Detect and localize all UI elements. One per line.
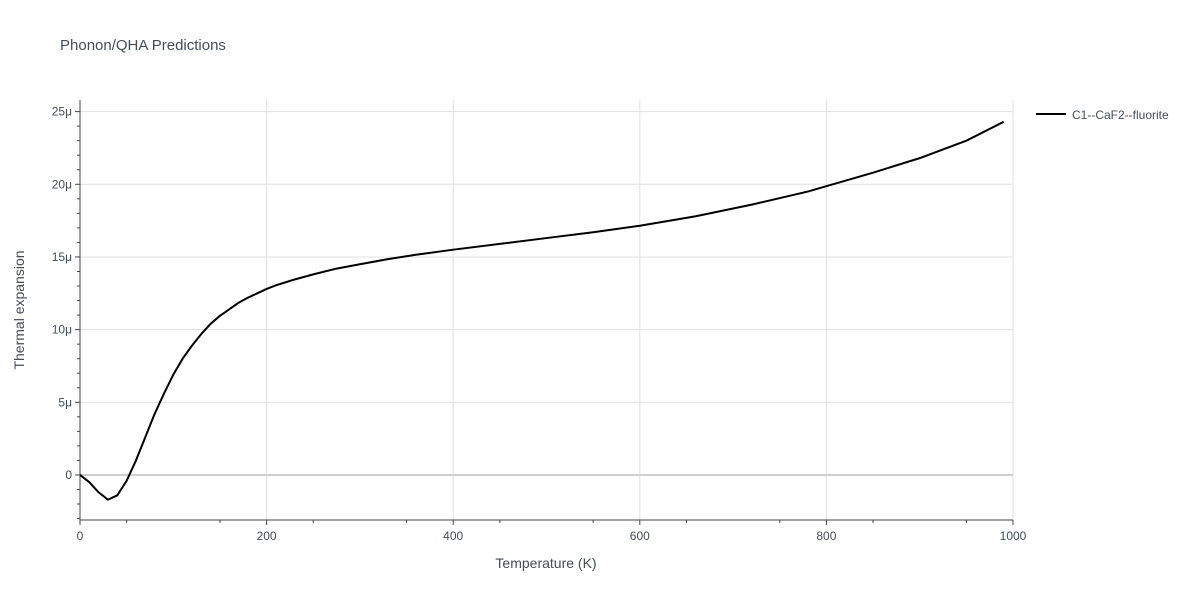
y-tick-label: 20μ [52,177,72,191]
x-tick-label: 200 [257,529,277,543]
y-tick-label: 15μ [52,250,72,264]
y-tick-label: 0 [65,468,72,482]
chart-title: Phonon/QHA Predictions [60,37,226,54]
x-tick-label: 600 [630,529,650,543]
x-tick-label: 1000 [1000,529,1027,543]
x-tick-label: 400 [443,529,463,543]
y-axis-title: Thermal expansion [11,250,27,369]
legend-label: C1--CaF2--fluorite [1072,108,1169,122]
y-tick-label: 5μ [58,395,72,409]
x-axis-title: Temperature (K) [495,555,596,571]
y-tick-label: 10μ [52,323,72,337]
y-tick-label: 25μ [52,105,72,119]
legend[interactable]: C1--CaF2--fluorite [1036,108,1169,122]
series-layer [79,120,1005,501]
x-tick-label: 0 [77,529,84,543]
axis-layer: 0 200 400 600 800 1000 0 5μ 10μ 15μ 20μ 25μ [52,100,1027,543]
grid-layer [80,100,1014,520]
series-line [79,120,1005,501]
x-tick-label: 800 [816,529,836,543]
